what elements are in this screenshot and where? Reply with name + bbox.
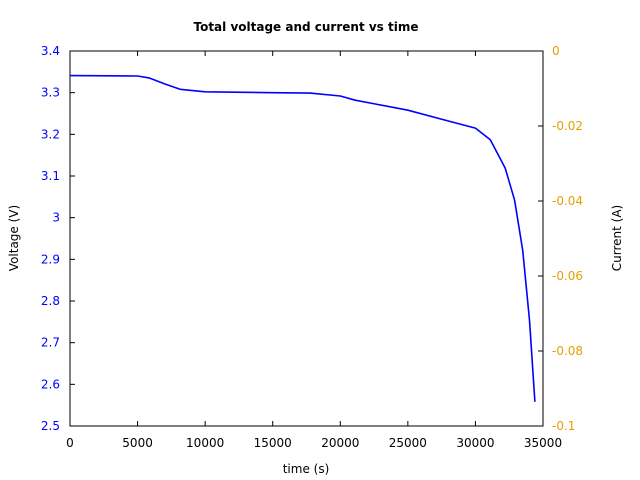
y-tick-label: 3.1 (41, 169, 60, 183)
x-axis-ticks: 0 5000 10000 15000 20000 25000 30000 35000 (66, 51, 562, 450)
x-tick-label: 30000 (456, 436, 494, 450)
y-tick-label: 3.4 (41, 44, 60, 58)
y-tick-label: 2.6 (41, 377, 60, 391)
y-axis-left-ticks: 2.5 2.6 2.7 2.8 2.9 3 3.1 3.2 3.3 3.4 (41, 44, 75, 433)
y2-tick-label: -0.04 (552, 194, 583, 208)
y-tick-label: 2.7 (41, 336, 60, 350)
y-tick-label: 2.5 (41, 419, 60, 433)
x-axis-label: time (s) (283, 462, 330, 476)
y-axis-right-ticks: -0.1 -0.08 -0.06 -0.04 -0.02 0 (538, 44, 583, 433)
y-tick-label: 2.8 (41, 294, 60, 308)
x-tick-label: 35000 (524, 436, 562, 450)
x-tick-label: 15000 (254, 436, 292, 450)
y-axis-left-label: Voltage (V) (7, 205, 21, 271)
x-tick-label: 5000 (122, 436, 153, 450)
voltage-series-line (69, 74, 536, 402)
y-tick-label: 3.3 (41, 86, 60, 100)
y2-tick-label: 0 (552, 44, 560, 58)
chart-title: Total voltage and current vs time (193, 20, 418, 34)
x-tick-label: 10000 (186, 436, 224, 450)
x-tick-label: 0 (66, 436, 74, 450)
x-tick-label: 20000 (321, 436, 359, 450)
y-tick-label: 3.2 (41, 127, 60, 141)
y2-tick-label: -0.06 (552, 269, 583, 283)
y2-tick-label: -0.08 (552, 344, 583, 358)
y2-tick-label: -0.02 (552, 119, 583, 133)
y-tick-label: 3 (52, 211, 60, 225)
y-tick-label: 2.9 (41, 252, 60, 266)
y-axis-right-label: Current (A) (610, 205, 624, 271)
x-tick-label: 25000 (389, 436, 427, 450)
y2-tick-label: -0.1 (552, 419, 575, 433)
plot-frame (69, 50, 544, 427)
